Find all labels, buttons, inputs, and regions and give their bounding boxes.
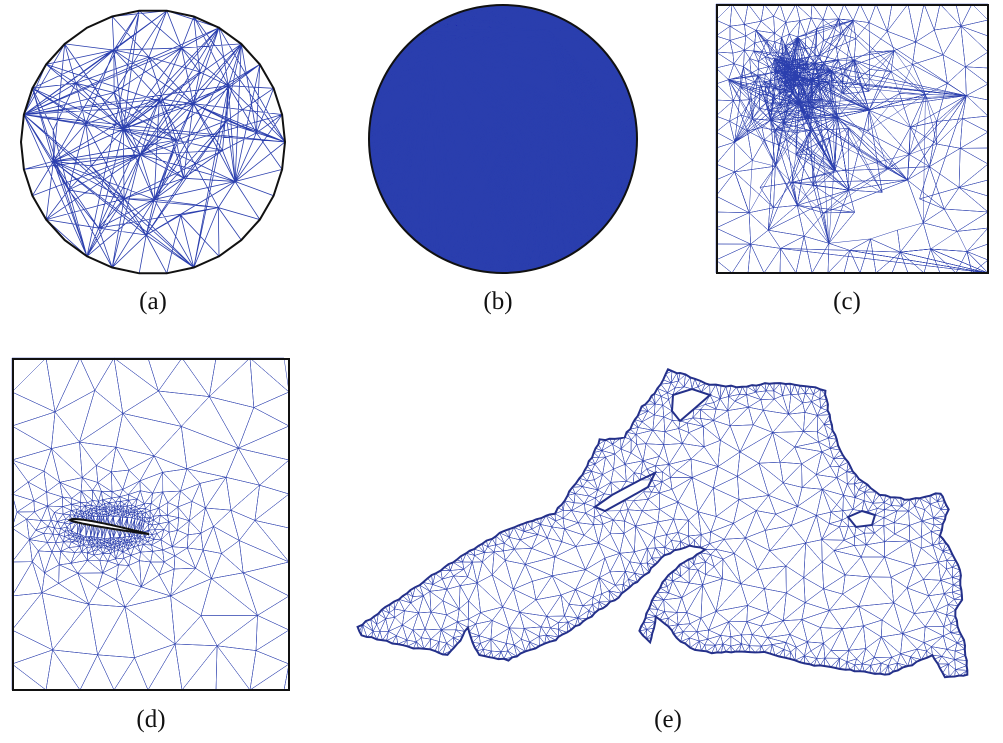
mesh-lines	[368, 4, 638, 274]
caption-d: (d)	[136, 706, 166, 733]
square-boundary	[716, 4, 989, 274]
island-outline-2	[846, 509, 877, 529]
panel-e	[350, 365, 975, 687]
mesh-e	[356, 368, 969, 679]
caption-c: (c)	[833, 288, 861, 315]
island-outline-3	[670, 387, 712, 423]
square-boundary	[12, 358, 290, 691]
caption-a: (a)	[139, 288, 167, 315]
mesh-c	[715, 3, 989, 274]
mesh-lines	[11, 357, 290, 691]
coastline	[356, 368, 969, 679]
caption-b: (b)	[483, 288, 513, 315]
caption-e: (e)	[654, 706, 682, 733]
mesh-d	[11, 357, 290, 691]
panel-b	[367, 3, 639, 275]
mesh-lines	[715, 3, 989, 274]
airfoil-outline	[67, 517, 149, 536]
circle-boundary	[368, 4, 638, 274]
panel-d	[11, 357, 290, 691]
mesh-lines	[357, 368, 969, 678]
panel-a	[18, 8, 288, 276]
circle-boundary	[19, 9, 287, 275]
mesh-b	[368, 4, 638, 274]
mesh-a	[19, 9, 287, 275]
island-outline-1	[592, 470, 658, 513]
mesh-lines	[22, 9, 286, 275]
panel-c	[715, 3, 989, 274]
